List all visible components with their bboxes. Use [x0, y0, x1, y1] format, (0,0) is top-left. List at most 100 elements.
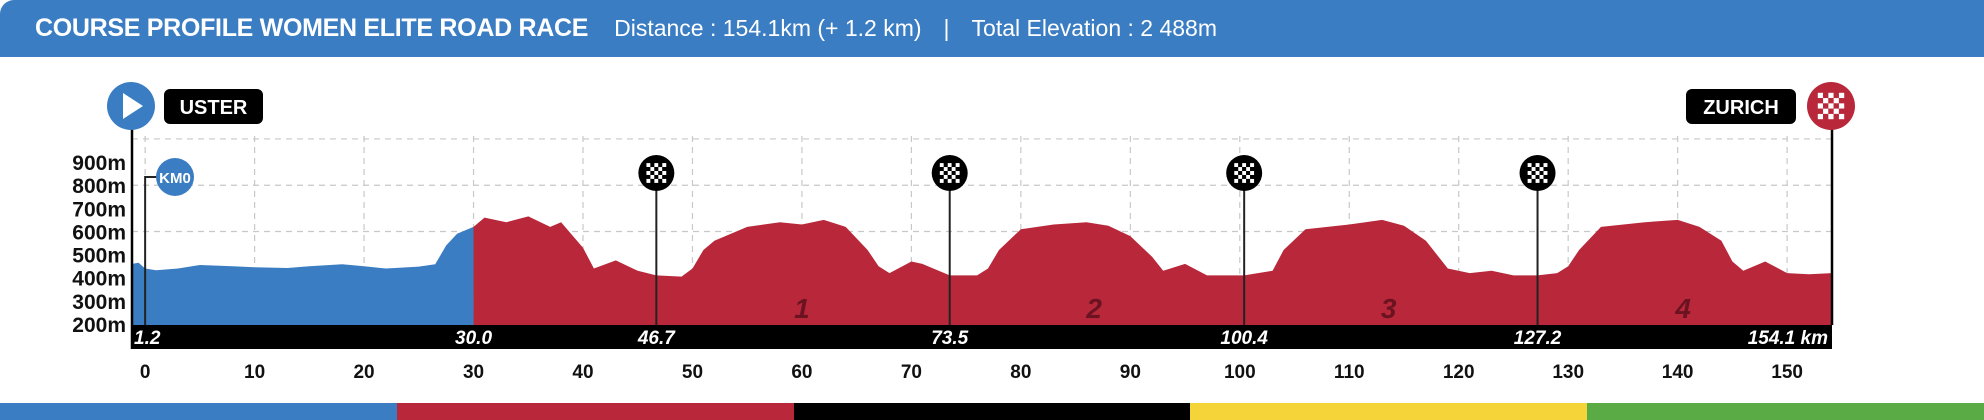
checker-square: [939, 167, 944, 172]
checker-square: [1242, 163, 1247, 168]
checker-square: [662, 178, 667, 183]
stripe-segment: [0, 403, 397, 420]
checker-square: [1238, 163, 1243, 168]
stripe-segment: [396, 403, 794, 420]
checker-square: [947, 167, 952, 172]
checker-square: [943, 178, 948, 183]
distance-label: 127.2: [1514, 328, 1562, 349]
x-tick-label: 150: [1771, 362, 1803, 383]
checker-square: [1539, 167, 1544, 172]
checker-square: [658, 171, 663, 175]
checker-square: [1234, 167, 1239, 172]
checker-square: [1250, 167, 1255, 172]
checker-square: [1238, 171, 1243, 175]
checker-square: [1833, 98, 1839, 104]
checker-square: [1543, 167, 1548, 172]
checker-square: [650, 163, 655, 168]
checker-square: [646, 171, 651, 175]
checker-square: [1531, 167, 1536, 172]
stripe-segment: [1190, 403, 1588, 420]
y-tick-label: 800m: [72, 175, 126, 198]
checker-square: [1817, 113, 1824, 120]
checker-square: [943, 167, 948, 172]
checker-square: [1828, 92, 1834, 99]
checker-square: [1234, 174, 1239, 179]
finish-label: ZURICH: [1703, 97, 1779, 119]
checker-square: [943, 171, 948, 175]
checker-square: [1823, 108, 1829, 114]
distance-label: 73.5: [931, 328, 968, 349]
start-label-box: [164, 89, 263, 124]
checker-square: [1250, 174, 1255, 179]
checker-square: [1823, 98, 1829, 104]
checker-square: [955, 163, 960, 168]
y-tick-label: 200m: [72, 314, 126, 337]
x-tick-label: 50: [682, 362, 703, 383]
checker-square: [1250, 163, 1255, 168]
checker-square: [1246, 178, 1251, 183]
checker-square: [955, 174, 960, 179]
checker-square: [947, 171, 952, 175]
checker-square: [947, 174, 952, 179]
checker-square: [650, 178, 655, 183]
checker-square: [1543, 163, 1548, 168]
elevation-area-approach: [132, 226, 474, 325]
checker-square: [1242, 174, 1247, 179]
checker-square: [1531, 163, 1536, 168]
page-title: COURSE PROFILE WOMEN ELITE ROAD RACE: [35, 14, 589, 42]
checker-square: [1242, 167, 1247, 172]
checker-square: [1838, 108, 1845, 114]
checker-square: [1234, 163, 1239, 168]
checker-square: [939, 178, 944, 183]
y-tick-label: 400m: [72, 268, 126, 291]
checker-square: [654, 174, 659, 179]
checker-square: [1833, 113, 1839, 120]
checker-square: [951, 174, 956, 179]
checker-square: [1823, 113, 1829, 120]
checker-square: [1242, 171, 1247, 175]
distance-bar: [131, 325, 1832, 349]
checker-square: [1543, 174, 1548, 179]
checker-square: [1242, 178, 1247, 183]
checker-square: [1535, 178, 1540, 183]
checker-square: [1838, 113, 1845, 120]
stripe-segment: [1587, 403, 1984, 420]
x-tick-label: 20: [353, 362, 374, 383]
checker-square: [1527, 163, 1532, 168]
x-tick-label: 40: [572, 362, 593, 383]
checker-square: [1828, 113, 1834, 120]
checker-square: [1838, 103, 1845, 109]
checker-square: [1823, 92, 1829, 99]
checker-square: [658, 163, 663, 168]
checker-square: [658, 174, 663, 179]
checker-square: [662, 174, 667, 179]
header-bar: COURSE PROFILE WOMEN ELITE ROAD RACE Dis…: [0, 0, 1984, 57]
checker-square: [662, 167, 667, 172]
checker-square: [1531, 171, 1536, 175]
checker-square: [646, 174, 651, 179]
checker-square: [951, 163, 956, 168]
checker-square: [662, 171, 667, 175]
x-tick-label: 90: [1120, 362, 1141, 383]
checker-square: [1828, 108, 1834, 114]
checker-square: [1527, 174, 1532, 179]
checker-square: [1531, 174, 1536, 179]
checker-square: [1238, 178, 1243, 183]
checker-square: [1250, 178, 1255, 183]
distance-label: 1.2: [134, 328, 161, 349]
checker-square: [955, 178, 960, 183]
checker-square: [1823, 103, 1829, 109]
lap-number: 2: [1085, 293, 1102, 324]
x-tick-label: 100: [1224, 362, 1256, 383]
y-tick-label: 600m: [72, 221, 126, 244]
checker-square: [1250, 171, 1255, 175]
lap-number: 4: [1674, 293, 1691, 324]
checker-square: [951, 167, 956, 172]
x-tick-label: 140: [1662, 362, 1694, 383]
checker-square: [947, 163, 952, 168]
y-tick-label: 500m: [72, 245, 126, 268]
checker-square: [1531, 178, 1536, 183]
checker-square: [1833, 108, 1839, 114]
elevation-area-circuit: [473, 216, 1832, 325]
checker-square: [654, 163, 659, 168]
